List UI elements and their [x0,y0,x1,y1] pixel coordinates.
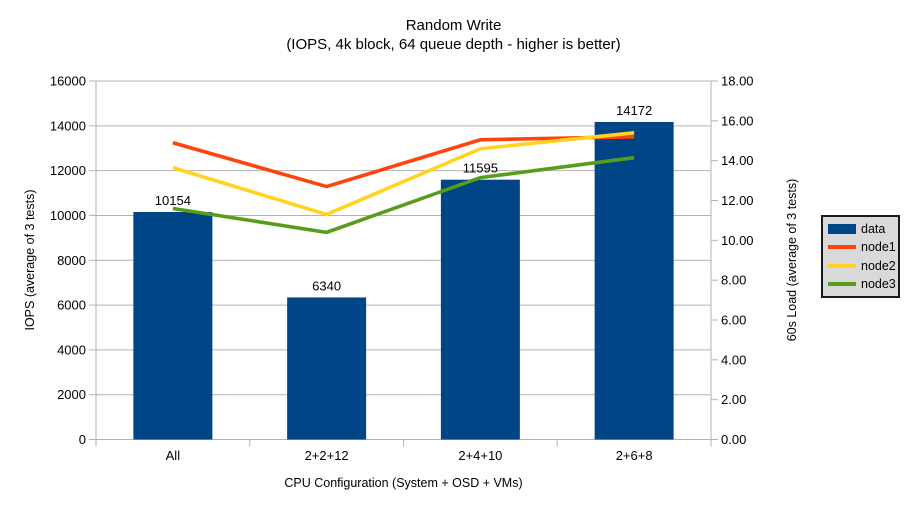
bar-All [133,211,213,440]
right-axis-tick-label: 0.00 [721,432,746,447]
legend-label: node2 [861,258,896,273]
bar-value-label: 11595 [463,161,498,176]
category-label: 2+6+8 [616,448,653,463]
legend-swatch-node1 [828,245,856,250]
chart-title-block: Random Write (IOPS, 4k block, 64 queue d… [0,16,907,54]
right-axis-tick-label: 10.00 [721,233,754,248]
left-axis-tick-label: 14000 [50,118,86,133]
legend-item-node1: node1 [828,240,898,254]
left-axis-tick-label: 12000 [50,163,86,178]
left-axis-title: IOPS (average of 3 tests) [23,189,37,331]
left-axis-tick-label: 4000 [57,342,86,357]
legend-label: node3 [861,277,896,292]
chart-subtitle: (IOPS, 4k block, 64 queue depth - higher… [286,36,621,53]
bar-value-label: 6340 [312,278,341,293]
bar-2+2+12 [287,297,367,440]
legend-item-data: data [828,222,898,236]
bar-value-label: 14172 [616,103,652,118]
right-axis-tick-label: 16.00 [721,113,754,128]
right-axis-tick-label: 4.00 [721,352,746,367]
left-axis-tick-label: 0 [79,432,86,447]
legend-label: data [861,221,886,236]
right-axis-tick-label: 12.00 [721,193,754,208]
chart-title: Random Write [405,17,502,34]
bar-value-label: 10154 [155,193,191,208]
legend-label: node1 [861,240,896,255]
left-axis-tick-label: 6000 [57,298,86,313]
legend-swatch-node2 [828,263,856,268]
legend-swatch-node3 [828,282,856,287]
line-node1 [172,134,635,189]
bar-2+4+10 [440,179,520,440]
x-axis-title: CPU Configuration (System + OSD + VMs) [284,476,523,490]
right-axis-tick-label: 14.00 [721,153,754,168]
bar-2+6+8 [594,121,674,440]
left-axis-tick-label: 8000 [57,253,86,268]
category-label: All [166,448,181,463]
legend: data node1 node2 node3 [821,215,900,298]
legend-swatch-data [828,223,856,234]
left-axis-tick-label: 2000 [57,387,86,402]
category-label: 2+2+12 [305,448,349,463]
legend-item-node3: node3 [828,277,898,291]
category-label: 2+4+10 [458,448,502,463]
right-axis-tick-label: 18.00 [721,74,754,89]
right-axis-tick-label: 8.00 [721,273,746,288]
right-axis-title: 60s Load (average of 3 tests) [785,178,799,342]
left-axis-tick-label: 16000 [50,74,86,89]
right-axis-tick-label: 6.00 [721,313,746,328]
legend-item-node2: node2 [828,259,898,273]
line-node2 [172,130,635,217]
line-node3 [172,155,635,235]
left-axis-tick-label: 10000 [50,208,86,223]
right-axis-tick-label: 2.00 [721,392,746,407]
